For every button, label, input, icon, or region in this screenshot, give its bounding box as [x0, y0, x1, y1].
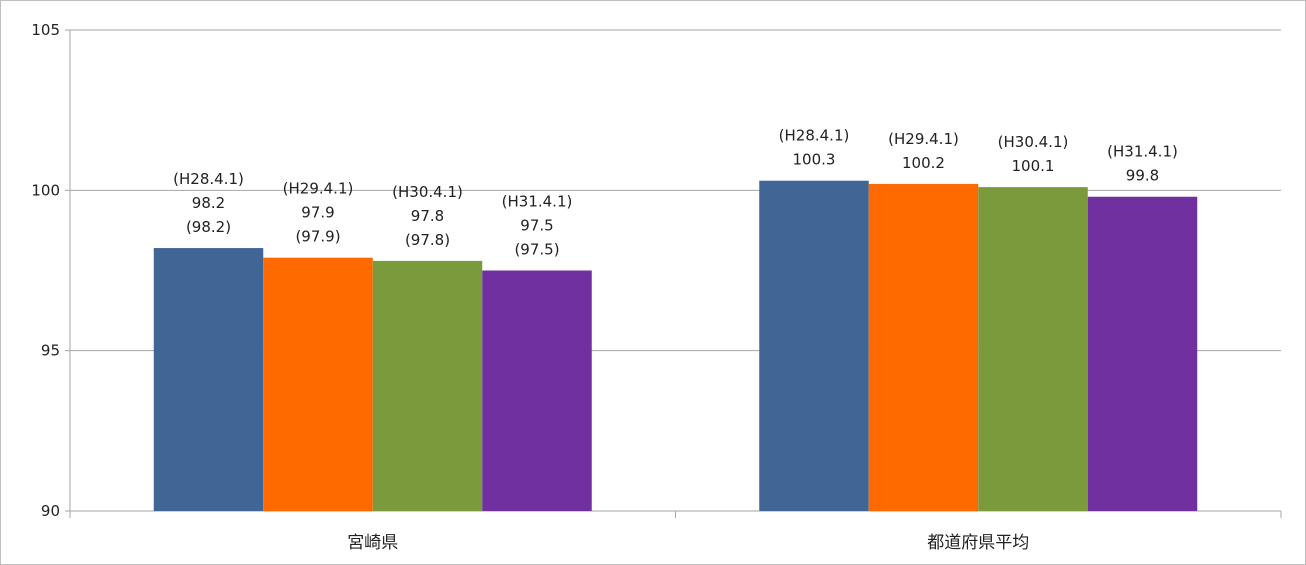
bar	[978, 187, 1088, 511]
bar	[263, 258, 373, 511]
bar	[1088, 197, 1198, 511]
y-tick-label: 105	[31, 21, 60, 39]
data-label: 97.8	[411, 207, 444, 225]
data-label: 99.8	[1126, 167, 1159, 185]
bar	[759, 181, 869, 511]
data-label: (97.5)	[514, 241, 559, 259]
bar	[154, 248, 264, 511]
y-tick-label: 90	[41, 502, 60, 520]
x-category-label: 宮崎県	[347, 533, 398, 553]
data-label: (97.9)	[295, 228, 340, 246]
y-tick-label: 100	[31, 181, 60, 199]
data-label: (H29.4.1)	[888, 130, 959, 148]
data-label: 100.2	[902, 154, 945, 172]
data-label: (H28.4.1)	[173, 170, 244, 188]
bar	[482, 271, 592, 512]
data-label: (H30.4.1)	[998, 133, 1069, 151]
data-label: 98.2	[192, 194, 225, 212]
data-label: (H28.4.1)	[779, 127, 850, 145]
data-label: 100.1	[1012, 157, 1055, 175]
data-label: (H31.4.1)	[1107, 143, 1178, 161]
bar	[869, 184, 979, 511]
data-label: 100.3	[793, 151, 836, 169]
data-label: (98.2)	[186, 218, 231, 236]
data-label: (H30.4.1)	[392, 183, 463, 201]
data-label: (H31.4.1)	[502, 193, 573, 211]
data-label: (97.8)	[405, 231, 450, 249]
data-label: 97.5	[520, 217, 553, 235]
x-category-label: 都道府県平均	[927, 533, 1029, 553]
data-label: (H29.4.1)	[283, 180, 354, 198]
y-tick-label: 95	[41, 342, 60, 360]
data-label: 97.9	[301, 204, 334, 222]
bar	[373, 261, 483, 511]
